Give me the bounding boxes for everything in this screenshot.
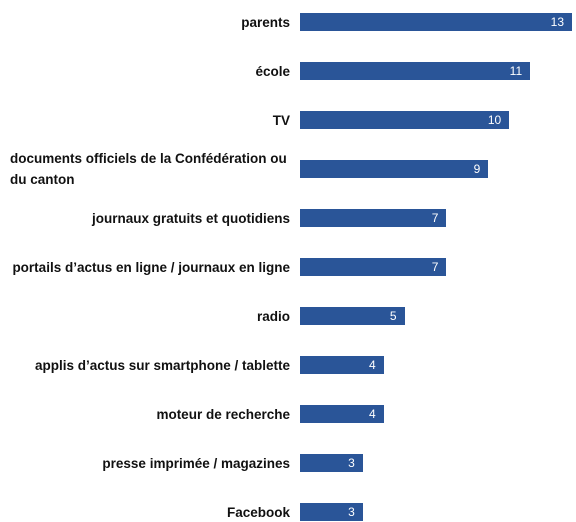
- category-label: moteur de recherche: [4, 390, 290, 438]
- category-label: école: [4, 47, 290, 95]
- bar-row: moteur de recherche 4: [0, 390, 576, 438]
- bar: 13: [300, 13, 572, 31]
- bar: 3: [300, 454, 363, 472]
- bar-row: radio 5: [0, 292, 576, 340]
- bar-row: presse imprimée / magazines 3: [0, 439, 576, 487]
- category-label: portails d’actus en ligne / journaux en …: [4, 243, 290, 291]
- category-text: parents: [241, 14, 290, 30]
- category-text: Facebook: [226, 504, 290, 520]
- bar-row: TV 10: [0, 96, 576, 144]
- value-label: 10: [487, 113, 502, 127]
- bar: 3: [300, 503, 363, 521]
- bar: 11: [300, 62, 531, 80]
- category-text: portails d’actus en ligne / journaux en …: [12, 259, 290, 275]
- value-label: 11: [509, 64, 523, 78]
- value-label: 3: [348, 456, 355, 470]
- value-label: 7: [431, 260, 439, 274]
- bar-row: documents officiels de la Confédération …: [0, 145, 576, 193]
- bar-row: parents 13: [0, 0, 576, 46]
- bar: 4: [300, 405, 384, 423]
- category-text: documents officiels de la Confédération …: [10, 151, 287, 187]
- category-label: Facebook: [4, 488, 290, 522]
- value-label: 3: [348, 505, 355, 519]
- category-label: TV: [4, 96, 290, 144]
- bar-row: Facebook 3: [0, 488, 576, 522]
- category-label: applis d’actus sur smartphone / tablette: [4, 341, 290, 389]
- category-text: école: [255, 63, 290, 79]
- category-text: radio: [256, 308, 290, 324]
- bar-row: école 11: [0, 47, 576, 95]
- bar: 10: [300, 111, 510, 129]
- category-text: journaux gratuits et quotidiens: [91, 210, 290, 226]
- value-label: 4: [369, 407, 376, 421]
- category-text: TV: [272, 112, 290, 128]
- value-label: 5: [389, 309, 397, 323]
- category-label: presse imprimée / magazines: [4, 439, 290, 487]
- bar: 4: [300, 356, 384, 374]
- bar: 9: [300, 160, 489, 178]
- value-label: 13: [550, 15, 564, 29]
- value-label: 7: [431, 211, 439, 225]
- bar-row: applis d’actus sur smartphone / tablette…: [0, 341, 576, 389]
- bar: 7: [300, 258, 447, 276]
- category-label: parents: [4, 0, 290, 46]
- bar: 5: [300, 307, 405, 325]
- category-text: moteur de recherche: [156, 406, 290, 422]
- value-label: 9: [473, 162, 481, 176]
- category-label: radio: [4, 292, 290, 340]
- bar-row: portails d’actus en ligne / journaux en …: [0, 243, 576, 291]
- category-text: applis d’actus sur smartphone / tablette: [34, 357, 290, 373]
- bar-row: journaux gratuits et quotidiens 7: [0, 194, 576, 242]
- category-text: presse imprimée / magazines: [102, 455, 290, 471]
- value-label: 4: [369, 358, 376, 372]
- category-label: journaux gratuits et quotidiens: [4, 194, 290, 242]
- bar: 7: [300, 209, 447, 227]
- category-label: documents officiels de la Confédération …: [4, 145, 290, 193]
